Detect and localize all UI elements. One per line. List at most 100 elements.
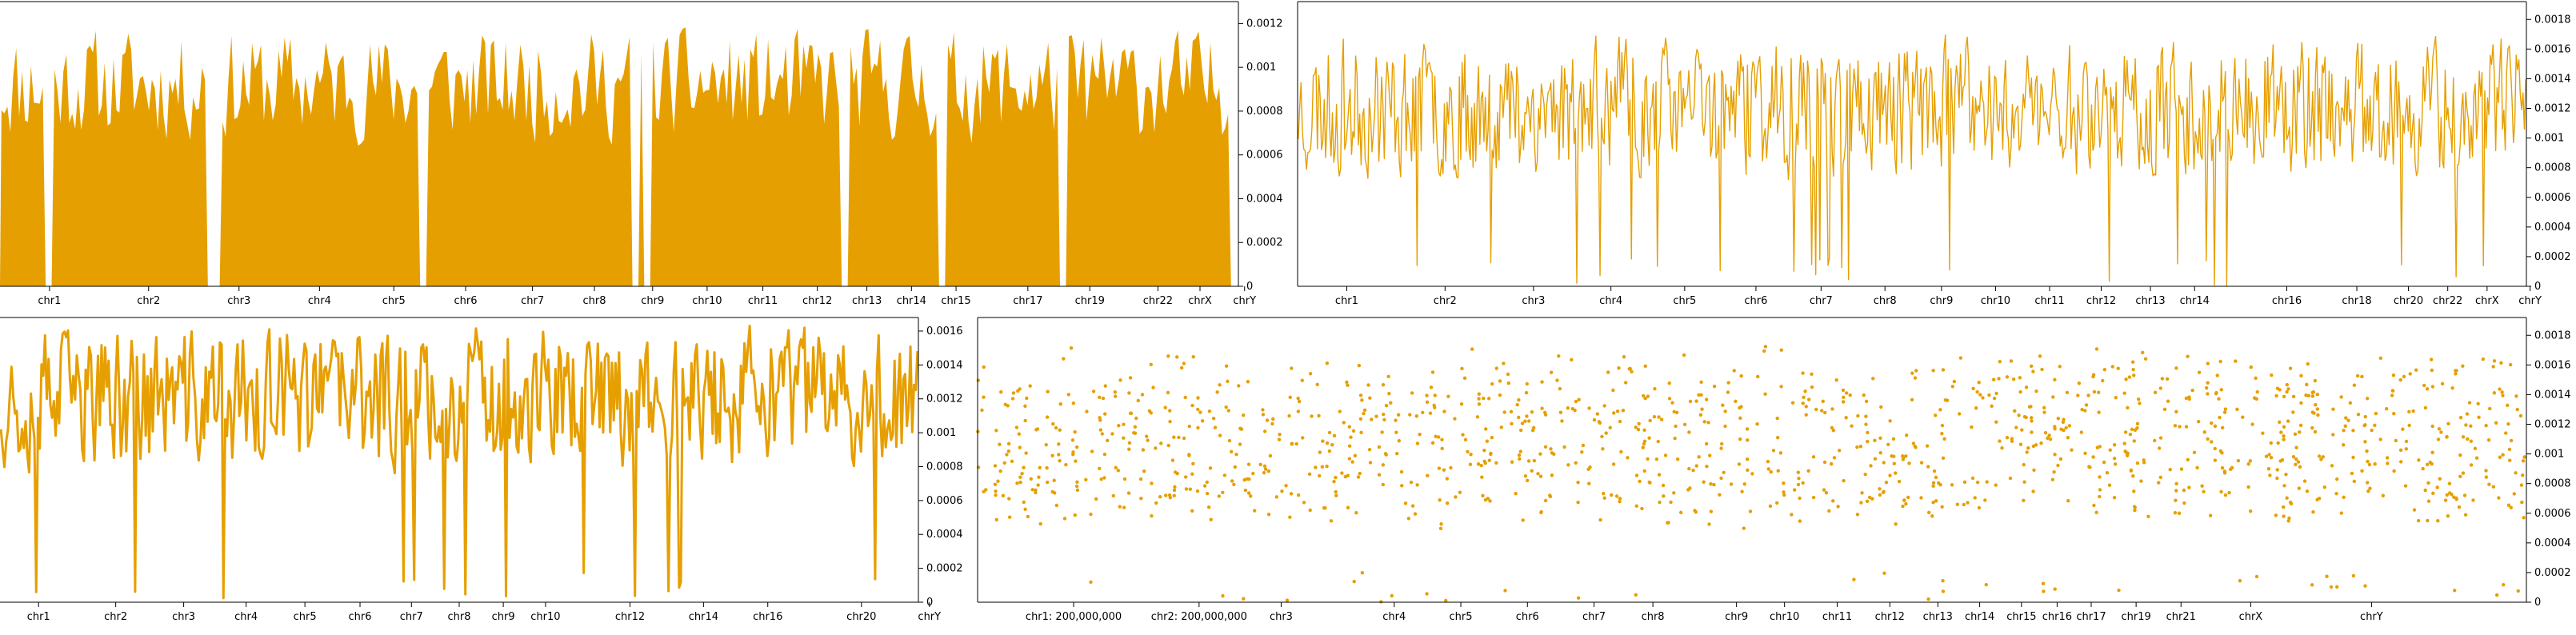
scatter-point bbox=[1858, 445, 1863, 449]
x-tick-label: chr10 bbox=[692, 295, 722, 307]
scatter-point bbox=[2206, 381, 2210, 385]
scatter-point bbox=[1400, 484, 1404, 488]
scatter-point bbox=[1133, 425, 1138, 429]
scatter-point bbox=[2421, 466, 2425, 471]
x-tick-label: chr13 bbox=[1923, 611, 1953, 623]
scatter-point bbox=[2174, 498, 2178, 502]
scatter-point bbox=[2458, 415, 2463, 420]
scatter-point bbox=[2288, 366, 2293, 370]
scatter-point bbox=[1892, 461, 1896, 465]
scatter-point bbox=[1498, 393, 1502, 397]
scatter-point bbox=[2378, 437, 2382, 441]
scatter-point bbox=[1611, 462, 1616, 466]
scatter-point bbox=[1038, 521, 1042, 526]
scatter-point bbox=[1836, 505, 1840, 509]
scatter-point bbox=[1458, 490, 1462, 494]
scatter-point bbox=[1151, 385, 1155, 389]
scatter-point bbox=[2009, 359, 2014, 363]
scatter-point bbox=[1627, 367, 1631, 371]
scatter-point bbox=[1638, 479, 1642, 484]
scatter-point bbox=[1288, 395, 1292, 399]
scatter-point bbox=[1446, 394, 1450, 398]
scatter-point bbox=[1118, 505, 1122, 509]
scatter-point bbox=[1706, 421, 1710, 425]
scatter-point bbox=[1842, 395, 1846, 400]
scatter-point bbox=[1573, 408, 1577, 413]
scatter-point bbox=[1945, 398, 1950, 402]
scatter-point bbox=[2500, 390, 2504, 394]
scatter-point bbox=[1618, 419, 1622, 424]
scatter-point bbox=[2126, 451, 2130, 456]
scatter-point bbox=[1990, 404, 1994, 409]
scatter-point bbox=[1433, 393, 1437, 397]
scatter-point bbox=[1265, 418, 1270, 422]
scatter-point bbox=[1622, 354, 1626, 359]
scatter-point bbox=[1318, 450, 1322, 454]
scatter-point bbox=[1732, 369, 1736, 373]
scatter-point bbox=[1506, 381, 1511, 385]
scatter-point bbox=[2140, 350, 2145, 354]
scatter-point bbox=[2342, 429, 2346, 433]
scatter-point bbox=[2275, 476, 2279, 481]
scatter-point bbox=[1132, 431, 1136, 435]
scatter-point bbox=[2437, 427, 2442, 431]
scatter-point bbox=[2469, 439, 2474, 443]
scatter-point bbox=[2335, 585, 2339, 589]
x-tick-label: chr6 bbox=[1744, 295, 1767, 307]
scatter-point bbox=[1111, 493, 1115, 498]
scatter-point bbox=[1213, 425, 1218, 429]
scatter-point bbox=[1071, 401, 1076, 405]
scatter-point bbox=[1159, 441, 1163, 445]
scatter-point bbox=[2084, 403, 2089, 407]
scatter-point bbox=[1262, 429, 1267, 433]
scatter-point bbox=[2098, 494, 2102, 499]
scatter-point bbox=[1531, 425, 1536, 430]
scatter-point bbox=[1814, 407, 1818, 412]
scatter-point bbox=[1498, 379, 1502, 383]
scatter-point bbox=[1517, 453, 1522, 457]
scatter-point bbox=[2504, 431, 2508, 435]
scatter-point bbox=[2363, 414, 2367, 419]
scatter-point bbox=[2235, 407, 2239, 412]
scatter-point bbox=[1824, 491, 1829, 495]
scatter-point bbox=[1347, 425, 1352, 429]
scatter-point bbox=[1723, 409, 1727, 413]
x-tick-label: chr8 bbox=[1642, 611, 1665, 623]
scatter-point bbox=[1848, 393, 1852, 397]
scatter-point bbox=[1774, 501, 1779, 505]
scatter-point bbox=[1891, 437, 1896, 441]
y-tick-label: 0 bbox=[2534, 281, 2541, 293]
scatter-point bbox=[1414, 414, 1419, 418]
scatter-point bbox=[1350, 460, 1354, 464]
scatter-point bbox=[1672, 409, 1676, 414]
scatter-point bbox=[2515, 407, 2519, 412]
scatter-point bbox=[1810, 372, 1814, 376]
scatter-point bbox=[2026, 446, 2030, 450]
scatter-point bbox=[2458, 453, 2462, 457]
scatter-point bbox=[1523, 473, 1528, 478]
scatter-point bbox=[1438, 498, 1442, 502]
scatter-point bbox=[1702, 420, 1706, 424]
scatter-point bbox=[2056, 416, 2061, 421]
x-tick-label: chr11 bbox=[748, 295, 778, 307]
x-tick-label: chr7 bbox=[400, 611, 423, 623]
plot-area bbox=[976, 345, 2526, 604]
scatter-point bbox=[1142, 469, 1146, 473]
scatter-point bbox=[1618, 497, 1622, 501]
y-tick-label: 0.0016 bbox=[926, 325, 963, 337]
scatter-point bbox=[2450, 493, 2454, 497]
scatter-point bbox=[1543, 413, 1548, 417]
scatter-point bbox=[2278, 388, 2282, 392]
scatter-point bbox=[1122, 477, 1127, 481]
scatter-point bbox=[2430, 450, 2434, 454]
x-tick-label: chr12 bbox=[615, 611, 645, 623]
scatter-point bbox=[1263, 467, 1268, 471]
y-tick-label: 0.0012 bbox=[2534, 419, 2571, 431]
scatter-point bbox=[2046, 436, 2050, 441]
scatter-point bbox=[1919, 461, 1924, 465]
scatter-point bbox=[2187, 397, 2191, 401]
scatter-point bbox=[2184, 425, 2189, 429]
scatter-point bbox=[1238, 442, 1242, 446]
scatter-point bbox=[2091, 374, 2095, 379]
scatter-point bbox=[1100, 432, 1104, 436]
